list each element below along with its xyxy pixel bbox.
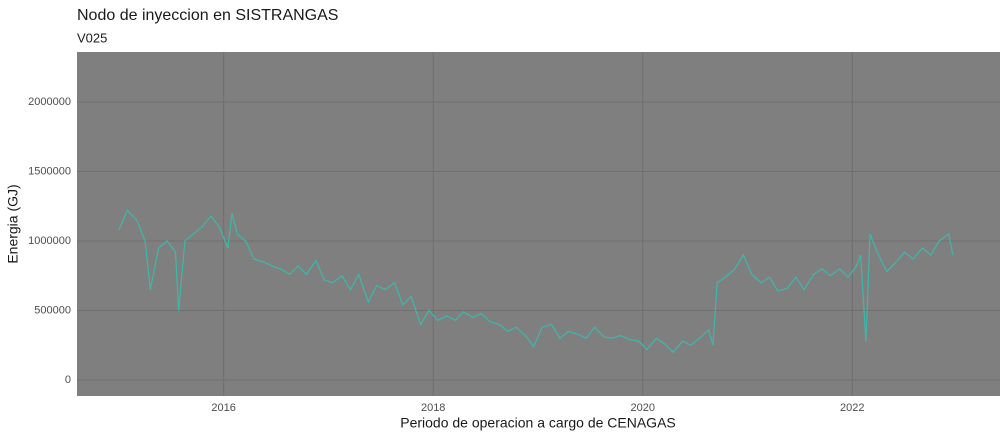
- y-axis-label: Energia (GJ): [5, 184, 21, 263]
- x-axis-label: Periodo de operacion a cargo de CENAGAS: [400, 415, 676, 431]
- x-tick-label: 2018: [421, 402, 445, 414]
- x-tick-label: 2020: [631, 402, 655, 414]
- chart-title: Nodo de inyeccion en SISTRANGAS: [77, 7, 338, 24]
- y-tick-label: 500000: [34, 304, 71, 316]
- y-tick-label: 2000000: [28, 96, 71, 108]
- y-tick-label: 0: [65, 374, 71, 386]
- x-tick-label: 2022: [840, 402, 864, 414]
- x-tick-label: 2016: [211, 402, 235, 414]
- data-line: [118, 209, 954, 354]
- y-tick-label: 1500000: [28, 165, 71, 177]
- plot-background: [77, 52, 1000, 396]
- y-tick-label: 1000000: [28, 235, 71, 247]
- chart-subtitle: V025: [77, 30, 107, 45]
